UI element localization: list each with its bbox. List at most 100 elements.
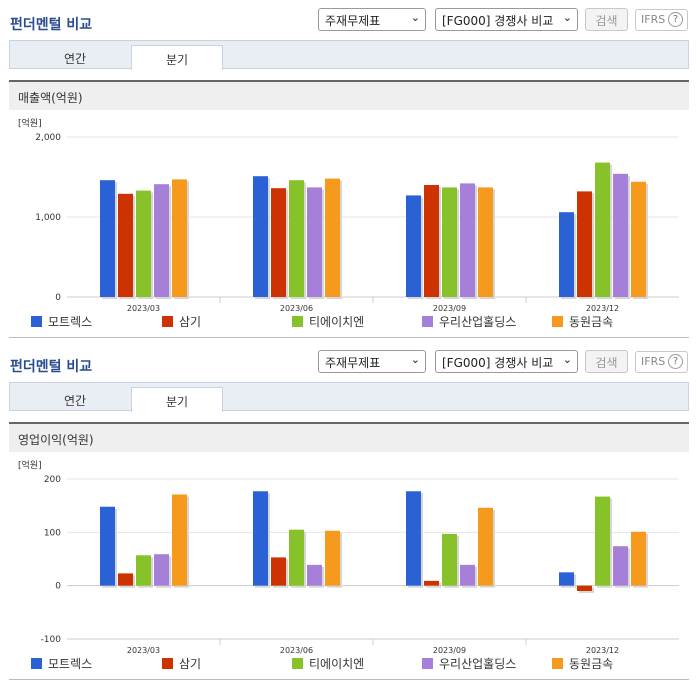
bar[interactable] [460,564,475,586]
x-tick-label: 2023/09 [433,304,466,313]
bar[interactable] [595,496,610,586]
help-icon[interactable]: ? [668,354,683,369]
legend-swatch [552,316,563,327]
legend-label[interactable]: 티에이치엔 [309,315,364,329]
chevron-down-icon: ⌄ [410,353,420,366]
bar[interactable] [613,546,628,586]
bar[interactable] [136,555,151,586]
ifrs-button[interactable]: IFRS? [635,9,688,31]
bar[interactable] [631,531,646,586]
tab-quarterly[interactable]: 분기 [131,387,223,412]
bar[interactable] [172,179,187,297]
financial-statement-select[interactable]: 주재무제표 ⌄ [318,8,426,31]
compare-group-select[interactable]: [FG000] 경쟁사 비교 ⌄ [435,350,578,373]
bar[interactable] [253,176,268,297]
bar[interactable] [559,572,574,586]
legend-label[interactable]: 모트렉스 [48,657,92,671]
bar[interactable] [253,491,268,586]
x-tick-label: 2023/09 [433,646,466,655]
bar[interactable] [577,585,592,591]
chart-header: 영업이익(억원) [9,422,689,452]
legend-label[interactable]: 모트렉스 [48,315,92,329]
help-icon[interactable]: ? [668,12,683,27]
y-tick-label: 200 [44,475,61,485]
legend-swatch [292,316,303,327]
chart-header: 매출액(억원) [9,80,689,110]
legend-swatch [31,316,42,327]
bar[interactable] [442,187,457,297]
bar[interactable] [442,533,457,586]
bar[interactable] [271,188,286,297]
tab-quarterly[interactable]: 분기 [131,45,223,70]
bar[interactable] [325,178,340,297]
legend-swatch [422,316,433,327]
legend-label[interactable]: 삼기 [179,657,201,671]
bar[interactable] [289,180,304,297]
period-tabs: 연간 분기 [9,40,689,70]
section-title: 펀더멘털 비교 [10,17,93,33]
legend-swatch [422,658,433,669]
bar[interactable] [406,491,421,586]
search-button[interactable]: 검색 [585,350,628,373]
ifrs-button[interactable]: IFRS? [635,351,688,373]
divider [9,337,689,338]
legend-swatch [552,658,563,669]
bar[interactable] [559,212,574,297]
bar[interactable] [595,162,610,297]
legend-label[interactable]: 티에이치엔 [309,657,364,671]
y-axis-label: [억원] [18,459,42,471]
x-tick-label: 2023/06 [280,304,313,313]
bar[interactable] [577,191,592,297]
legend-label[interactable]: 우리산업홀딩스 [439,657,516,671]
bar[interactable] [136,190,151,297]
chevron-down-icon: ⌄ [562,11,572,24]
legend-swatch [31,658,42,669]
bar[interactable] [424,580,439,586]
tab-annual[interactable]: 연간 [63,394,87,408]
financial-statement-value: 주재무제표 [325,356,381,370]
bar[interactable] [307,187,322,297]
bar[interactable] [118,193,133,297]
x-tick-label: 2023/12 [586,646,619,655]
bar[interactable] [271,557,286,586]
compare-group-value: [FG000] 경쟁사 비교 [442,14,554,28]
bar[interactable] [307,564,322,586]
bar[interactable] [478,507,493,586]
legend-label[interactable]: 삼기 [179,315,201,329]
bar[interactable] [154,184,169,297]
fundamental-section-sales: 펀더멘털 비교 주재무제표 ⌄ [FG000] 경쟁사 비교 ⌄ 검색 IFRS? … [9,8,689,338]
bar[interactable] [478,187,493,297]
x-tick-label: 2023/06 [280,646,313,655]
x-tick-label: 2023/03 [127,646,160,655]
legend-label[interactable]: 동원금속 [569,657,613,671]
bar[interactable] [460,183,475,297]
bar[interactable] [172,494,187,586]
operating-profit-chart: [억원] -100 0 100 200 2023/03 2023/06 2023/09 2023… [9,452,689,682]
divider [9,679,689,680]
financial-statement-select[interactable]: 주재무제표 ⌄ [318,350,426,373]
bar[interactable] [100,506,115,586]
bar[interactable] [325,530,340,586]
legend-label[interactable]: 동원금속 [569,315,613,329]
legend-label[interactable]: 우리산업홀딩스 [439,315,516,329]
y-tick-label: 2,000 [35,133,61,143]
bar[interactable] [406,195,421,297]
operating-profit-chart-svg: [억원] -100 0 100 200 2023/03 2023/06 2023/09 2023… [18,459,679,671]
bar[interactable] [289,529,304,586]
bar[interactable] [154,554,169,586]
bar[interactable] [424,185,439,297]
legend-swatch [162,316,173,327]
y-axis-label: [억원] [18,117,42,129]
search-button[interactable]: 검색 [585,8,628,31]
ifrs-label: IFRS [641,13,666,26]
section-header: 펀더멘털 비교 주재무제표 ⌄ [FG000] 경쟁사 비교 ⌄ 검색 IFRS? [0,342,696,382]
ifrs-label: IFRS [641,355,666,368]
chevron-down-icon: ⌄ [562,353,572,366]
bar[interactable] [613,173,628,297]
bar[interactable] [100,180,115,297]
bar[interactable] [631,181,646,297]
tab-annual[interactable]: 연간 [63,52,87,66]
bar[interactable] [118,573,133,586]
y-tick-label: -100 [41,635,62,645]
compare-group-select[interactable]: [FG000] 경쟁사 비교 ⌄ [435,8,578,31]
